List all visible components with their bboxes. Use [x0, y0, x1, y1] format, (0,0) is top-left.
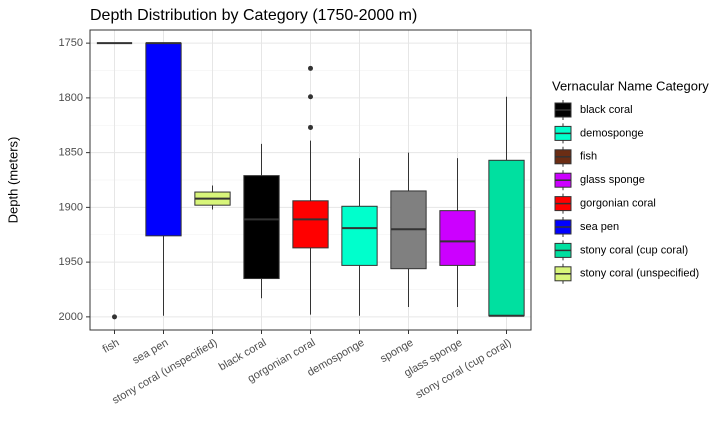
y-tick-label: 1750 — [59, 37, 83, 49]
outlier — [308, 124, 313, 130]
x-tick-label: fish — [101, 337, 122, 356]
legend-label: demosponge — [580, 127, 644, 139]
legend-label: stony coral (cup coral) — [580, 244, 688, 256]
box — [243, 175, 280, 280]
legend-label: sea pen — [580, 221, 619, 233]
legend-label: fish — [580, 151, 597, 163]
y-tick-label: 1850 — [59, 147, 83, 159]
outlier — [308, 65, 313, 71]
y-tick-label: 1800 — [59, 92, 83, 104]
y-tick-label: 1900 — [59, 201, 83, 213]
y-tick-label: 1950 — [59, 256, 83, 268]
y-tick-label: 2000 — [59, 311, 83, 323]
box — [439, 210, 476, 266]
box — [292, 200, 329, 249]
legend-label: gorgonian coral — [580, 198, 656, 210]
outlier — [308, 94, 313, 100]
y-axis-label: Depth (meters) — [5, 137, 20, 224]
box — [145, 42, 182, 237]
chart-title: Depth Distribution by Category (1750-200… — [90, 7, 417, 24]
x-tick-label: sea pen — [131, 337, 171, 367]
box — [341, 205, 378, 266]
box — [488, 159, 525, 317]
legend-title: Vernacular Name Category — [552, 78, 709, 93]
legend-label: black coral — [580, 104, 633, 116]
plot-border — [89, 29, 532, 331]
legend-label: glass sponge — [580, 174, 645, 186]
x-tick-label: sponge — [378, 337, 415, 365]
legend-label: stony coral (unspecified) — [580, 268, 699, 280]
outlier — [112, 314, 117, 320]
